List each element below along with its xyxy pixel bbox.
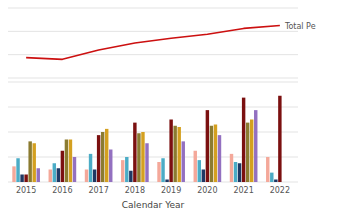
- bar: [177, 127, 180, 182]
- bar: [210, 126, 213, 182]
- bar: [61, 151, 64, 182]
- bar: [206, 110, 209, 182]
- bar: [198, 160, 201, 182]
- panel: Total Pe: [8, 8, 316, 78]
- bar: [137, 133, 140, 182]
- bar: [161, 158, 164, 182]
- bar: [238, 163, 241, 182]
- bar: [278, 96, 281, 182]
- x-tick-label: 2016: [52, 186, 72, 195]
- bar: [53, 163, 56, 182]
- bar: [16, 158, 19, 182]
- grid-line: [8, 8, 298, 9]
- chart-root: Total Pe 2015 2016 2017 2018 2019 2020 2021 2022…: [0, 0, 350, 223]
- line-label: Total Pe: [284, 22, 316, 31]
- bar: [49, 170, 52, 183]
- panel: 2015 2016 2017 2018 2019 2020 2021 2022 Calendar…: [8, 82, 298, 210]
- bar: [57, 168, 60, 182]
- bar: [234, 162, 237, 182]
- bar: [121, 160, 124, 182]
- bar: [182, 141, 185, 182]
- x-tick-label: 2018: [125, 186, 145, 195]
- bar: [218, 135, 221, 182]
- x-tick-label: 2020: [197, 186, 217, 195]
- bar: [12, 166, 15, 182]
- bar: [157, 162, 160, 182]
- bar: [97, 135, 100, 182]
- bar: [89, 154, 92, 182]
- grid-line: [8, 78, 298, 79]
- bar: [194, 151, 197, 182]
- bar: [286, 182, 289, 183]
- bar: [65, 140, 68, 183]
- x-tick-label: 2019: [161, 186, 181, 195]
- bar: [169, 120, 172, 183]
- grid-line: [8, 82, 298, 83]
- bar: [32, 143, 35, 182]
- bar: [254, 110, 257, 182]
- grid-line: [8, 107, 298, 108]
- bar: [282, 182, 285, 183]
- bar: [28, 141, 31, 182]
- bar: [230, 154, 233, 182]
- bar: [246, 123, 249, 182]
- plot-area: [12, 96, 281, 182]
- bar: [266, 157, 269, 182]
- grid-line: [8, 54, 298, 55]
- bar: [101, 132, 104, 182]
- plot-area: [26, 26, 280, 60]
- bar: [37, 168, 40, 182]
- bar: [85, 170, 88, 183]
- bar: [129, 171, 132, 182]
- x-tick-label: 2022: [270, 186, 290, 195]
- bar: [109, 150, 112, 183]
- bar: [250, 120, 253, 183]
- grid-line: [8, 31, 298, 32]
- x-tick-label: 2021: [233, 186, 253, 195]
- line: [26, 26, 280, 60]
- bar: [93, 170, 96, 183]
- bar: [20, 175, 23, 183]
- x-axis-label: Calendar Year: [122, 200, 185, 210]
- bar: [133, 123, 136, 182]
- bar: [242, 98, 245, 182]
- bar: [73, 157, 76, 182]
- x-tick-label: 2017: [88, 186, 108, 195]
- bar: [69, 140, 72, 183]
- bar: [274, 180, 277, 183]
- bar: [141, 132, 144, 182]
- bar: [173, 126, 176, 182]
- bar: [145, 143, 148, 182]
- bar: [214, 125, 217, 183]
- bar: [165, 180, 168, 183]
- bar: [202, 170, 205, 183]
- bar: [24, 175, 27, 183]
- bar: [290, 182, 293, 183]
- bar: [125, 157, 128, 182]
- bar: [105, 129, 108, 182]
- bar: [270, 173, 273, 182]
- x-tick-label: 2015: [16, 186, 36, 195]
